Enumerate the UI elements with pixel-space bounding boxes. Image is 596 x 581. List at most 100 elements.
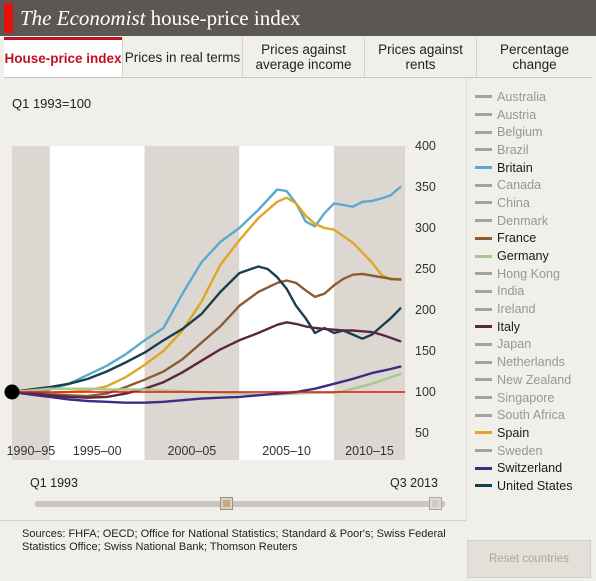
legend-label: South Africa (497, 408, 565, 423)
y-tick-label: 100 (415, 385, 436, 399)
legend-label: Sweden (497, 443, 543, 458)
y-tick-label: 50 (415, 426, 429, 440)
legend-label: France (497, 231, 537, 246)
legend-item-united-states[interactable]: United States (475, 477, 593, 495)
legend-item-singapore[interactable]: Singapore (475, 389, 593, 407)
tab-prices-against-income[interactable]: Prices against average income (242, 37, 364, 77)
legend-label: Italy (497, 319, 521, 334)
legend-label: New Zealand (497, 372, 572, 387)
legend-swatch (475, 166, 492, 170)
legend-swatch (475, 307, 492, 311)
chart-title: The Economist house-price index (20, 5, 301, 31)
slider-track[interactable] (35, 501, 445, 507)
title-bar: The Economist house-price index (0, 0, 596, 36)
legend-item-south-africa[interactable]: South Africa (475, 406, 593, 424)
legend-swatch (475, 183, 492, 187)
y-tick-label: 350 (415, 180, 436, 194)
y-tick-label: 250 (415, 262, 436, 276)
legend-item-switzerland[interactable]: Switzerland (475, 459, 593, 477)
line-chart: 50 100 150 200 250 300 350 400 1990–95 1995–00 20… (4, 139, 436, 460)
legend-label: Denmark (497, 213, 549, 228)
legend-swatch (475, 236, 492, 240)
legend-label: Switzerland (497, 461, 563, 476)
x-period-label: 1990–95 (7, 444, 56, 458)
legend-label: Canada (497, 178, 542, 193)
legend-label: Britain (497, 160, 533, 175)
title-rest: house-price index (145, 6, 301, 30)
sources-note: Sources: FHFA; OECD; Office for National… (22, 528, 446, 553)
legend-item-italy[interactable]: Italy (475, 318, 593, 336)
y-tick-label: 200 (415, 303, 436, 317)
legend-item-new-zealand[interactable]: New Zealand (475, 371, 593, 389)
legend-swatch (475, 95, 492, 99)
x-period-label: 2010–15 (345, 444, 394, 458)
legend-item-china[interactable]: China (475, 194, 593, 212)
legend-swatch (475, 396, 492, 400)
legend-swatch (475, 325, 492, 329)
legend-swatch (475, 466, 492, 470)
legend-label: Brazil (497, 142, 529, 157)
legend-item-france[interactable]: France (475, 230, 593, 248)
legend-swatch (475, 201, 492, 205)
series-line-italy (10, 321, 402, 399)
tab-prices-against-rents[interactable]: Prices against rents (364, 37, 476, 77)
title-italic: The Economist (20, 6, 146, 30)
legend-swatch (475, 219, 492, 223)
legend-swatch (475, 449, 492, 453)
start-marker (4, 384, 20, 400)
legend-label: Netherlands (497, 355, 565, 370)
series-line-france (10, 272, 402, 398)
index-base-note: Q1 1993=100 (12, 96, 92, 111)
period-band (333, 146, 405, 460)
legend-label: India (497, 284, 525, 299)
legend-label: Australia (497, 89, 546, 104)
series-line-switzerland (10, 365, 402, 404)
period-band (49, 146, 145, 460)
legend-label: China (497, 195, 530, 210)
legend-swatch (475, 148, 492, 152)
legend-item-canada[interactable]: Canada (475, 176, 593, 194)
legend-item-japan[interactable]: Japan (475, 336, 593, 354)
legend-swatch (475, 413, 492, 417)
tab-prices-real-terms[interactable]: Prices in real terms (122, 37, 242, 77)
period-band (12, 146, 50, 460)
legend-item-hong-kong[interactable]: Hong Kong (475, 265, 593, 283)
slider-handle[interactable] (219, 497, 233, 510)
legend-swatch (475, 289, 492, 293)
legend-swatch (475, 360, 492, 364)
legend-item-spain[interactable]: Spain (475, 424, 593, 442)
legend-label: Japan (497, 337, 532, 352)
legend-item-sweden[interactable]: Sweden (475, 442, 593, 460)
legend-item-brazil[interactable]: Brazil (475, 141, 593, 159)
sources-divider (0, 520, 466, 521)
series-line-britain (10, 185, 402, 394)
legend-item-austria[interactable]: Austria (475, 106, 593, 124)
legend-swatch (475, 130, 492, 134)
legend-item-denmark[interactable]: Denmark (475, 212, 593, 230)
slider-end-label: Q3 2013 (390, 476, 438, 490)
y-tick-label: 400 (415, 139, 436, 153)
tab-percentage-change[interactable]: Percentage change (476, 37, 592, 77)
legend-label: United States (497, 478, 573, 493)
legend-label: Austria (497, 107, 537, 122)
legend-swatch (475, 484, 492, 488)
period-band (239, 146, 334, 460)
legend-item-netherlands[interactable]: Netherlands (475, 353, 593, 371)
slider-end-handle[interactable] (429, 497, 442, 510)
legend-label: Hong Kong (497, 266, 561, 281)
legend-item-belgium[interactable]: Belgium (475, 123, 593, 141)
tab-house-price-index[interactable]: House-price index (4, 37, 122, 77)
legend-item-britain[interactable]: Britain (475, 159, 593, 177)
legend-label: Ireland (497, 302, 536, 317)
slider-start-label: Q1 1993 (30, 476, 78, 490)
legend-item-australia[interactable]: Australia (475, 88, 593, 106)
legend-swatch (475, 254, 492, 258)
series-line-germany (10, 372, 402, 396)
legend-swatch (475, 272, 492, 276)
legend-item-india[interactable]: India (475, 283, 593, 301)
legend-item-ireland[interactable]: Ireland (475, 300, 593, 318)
reset-countries-button[interactable]: Reset countries (467, 540, 591, 578)
legend-label: Belgium (497, 125, 543, 140)
series-line-united-states (10, 265, 402, 394)
legend-item-germany[interactable]: Germany (475, 247, 593, 265)
